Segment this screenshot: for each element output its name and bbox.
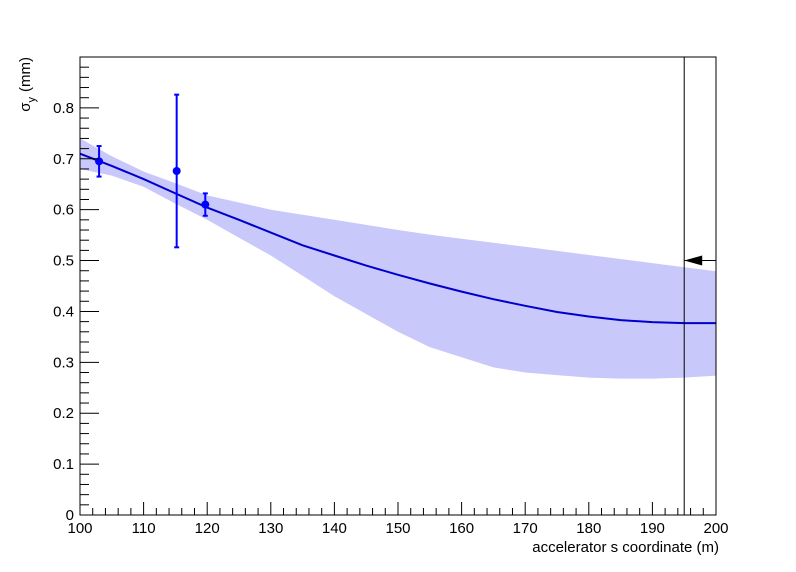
confidence-band-layer — [80, 138, 716, 379]
data-point — [201, 192, 210, 217]
x-tick-label: 200 — [703, 520, 728, 537]
data-point — [172, 93, 181, 249]
y-axis: 0 0.1 0.2 0.3 0.4 0.5 0.6 0.7 0.8 — [53, 56, 99, 524]
y-axis-title-symbol: σ — [17, 102, 34, 112]
y-tick-label: 0.2 — [53, 405, 74, 422]
x-tick-label: 170 — [513, 520, 538, 537]
data-point-marker — [172, 166, 181, 175]
x-axis-title: accelerator s coordinate (m) — [532, 539, 719, 556]
fit-curve-layer — [79, 152, 716, 325]
y-tick-label: 0 — [66, 507, 74, 524]
fit-curve — [79, 152, 716, 325]
x-tick-label: 140 — [322, 520, 347, 537]
data-point — [95, 145, 104, 178]
x-tick-label: 180 — [576, 520, 601, 537]
x-tick-label: 190 — [640, 520, 665, 537]
measurement-points-layer — [95, 93, 210, 249]
x-tick-label: 100 — [67, 520, 92, 537]
confidence-band — [80, 138, 716, 379]
y-tick-label: 0.6 — [53, 202, 74, 219]
x-tick-label: 110 — [132, 520, 156, 537]
y-tick-label: 0.8 — [53, 100, 74, 117]
reference-arrow-head — [684, 255, 703, 266]
y-tick-label: 0.1 — [53, 456, 74, 473]
x-tick-label: 160 — [449, 520, 474, 537]
y-axis-title-unit: (mm) — [17, 57, 34, 92]
y-tick-label: 0.4 — [53, 303, 74, 320]
y-axis-title-subscript: y — [26, 96, 38, 102]
x-tick-label: 130 — [258, 520, 283, 537]
data-point-marker — [95, 157, 104, 166]
y-tick-label: 0.5 — [53, 253, 74, 270]
y-tick-label: 0.7 — [53, 151, 74, 168]
reference-marker-layer — [683, 57, 716, 515]
data-point-marker — [201, 200, 210, 209]
x-tick-label: 120 — [195, 520, 220, 537]
y-axis-title: σy (mm) — [17, 57, 38, 112]
x-axis: 100 110 120 130 140 150 160 170 180 190 200 — [67, 502, 729, 537]
x-tick-label: 150 — [385, 520, 410, 537]
y-tick-label: 0.3 — [53, 354, 74, 371]
